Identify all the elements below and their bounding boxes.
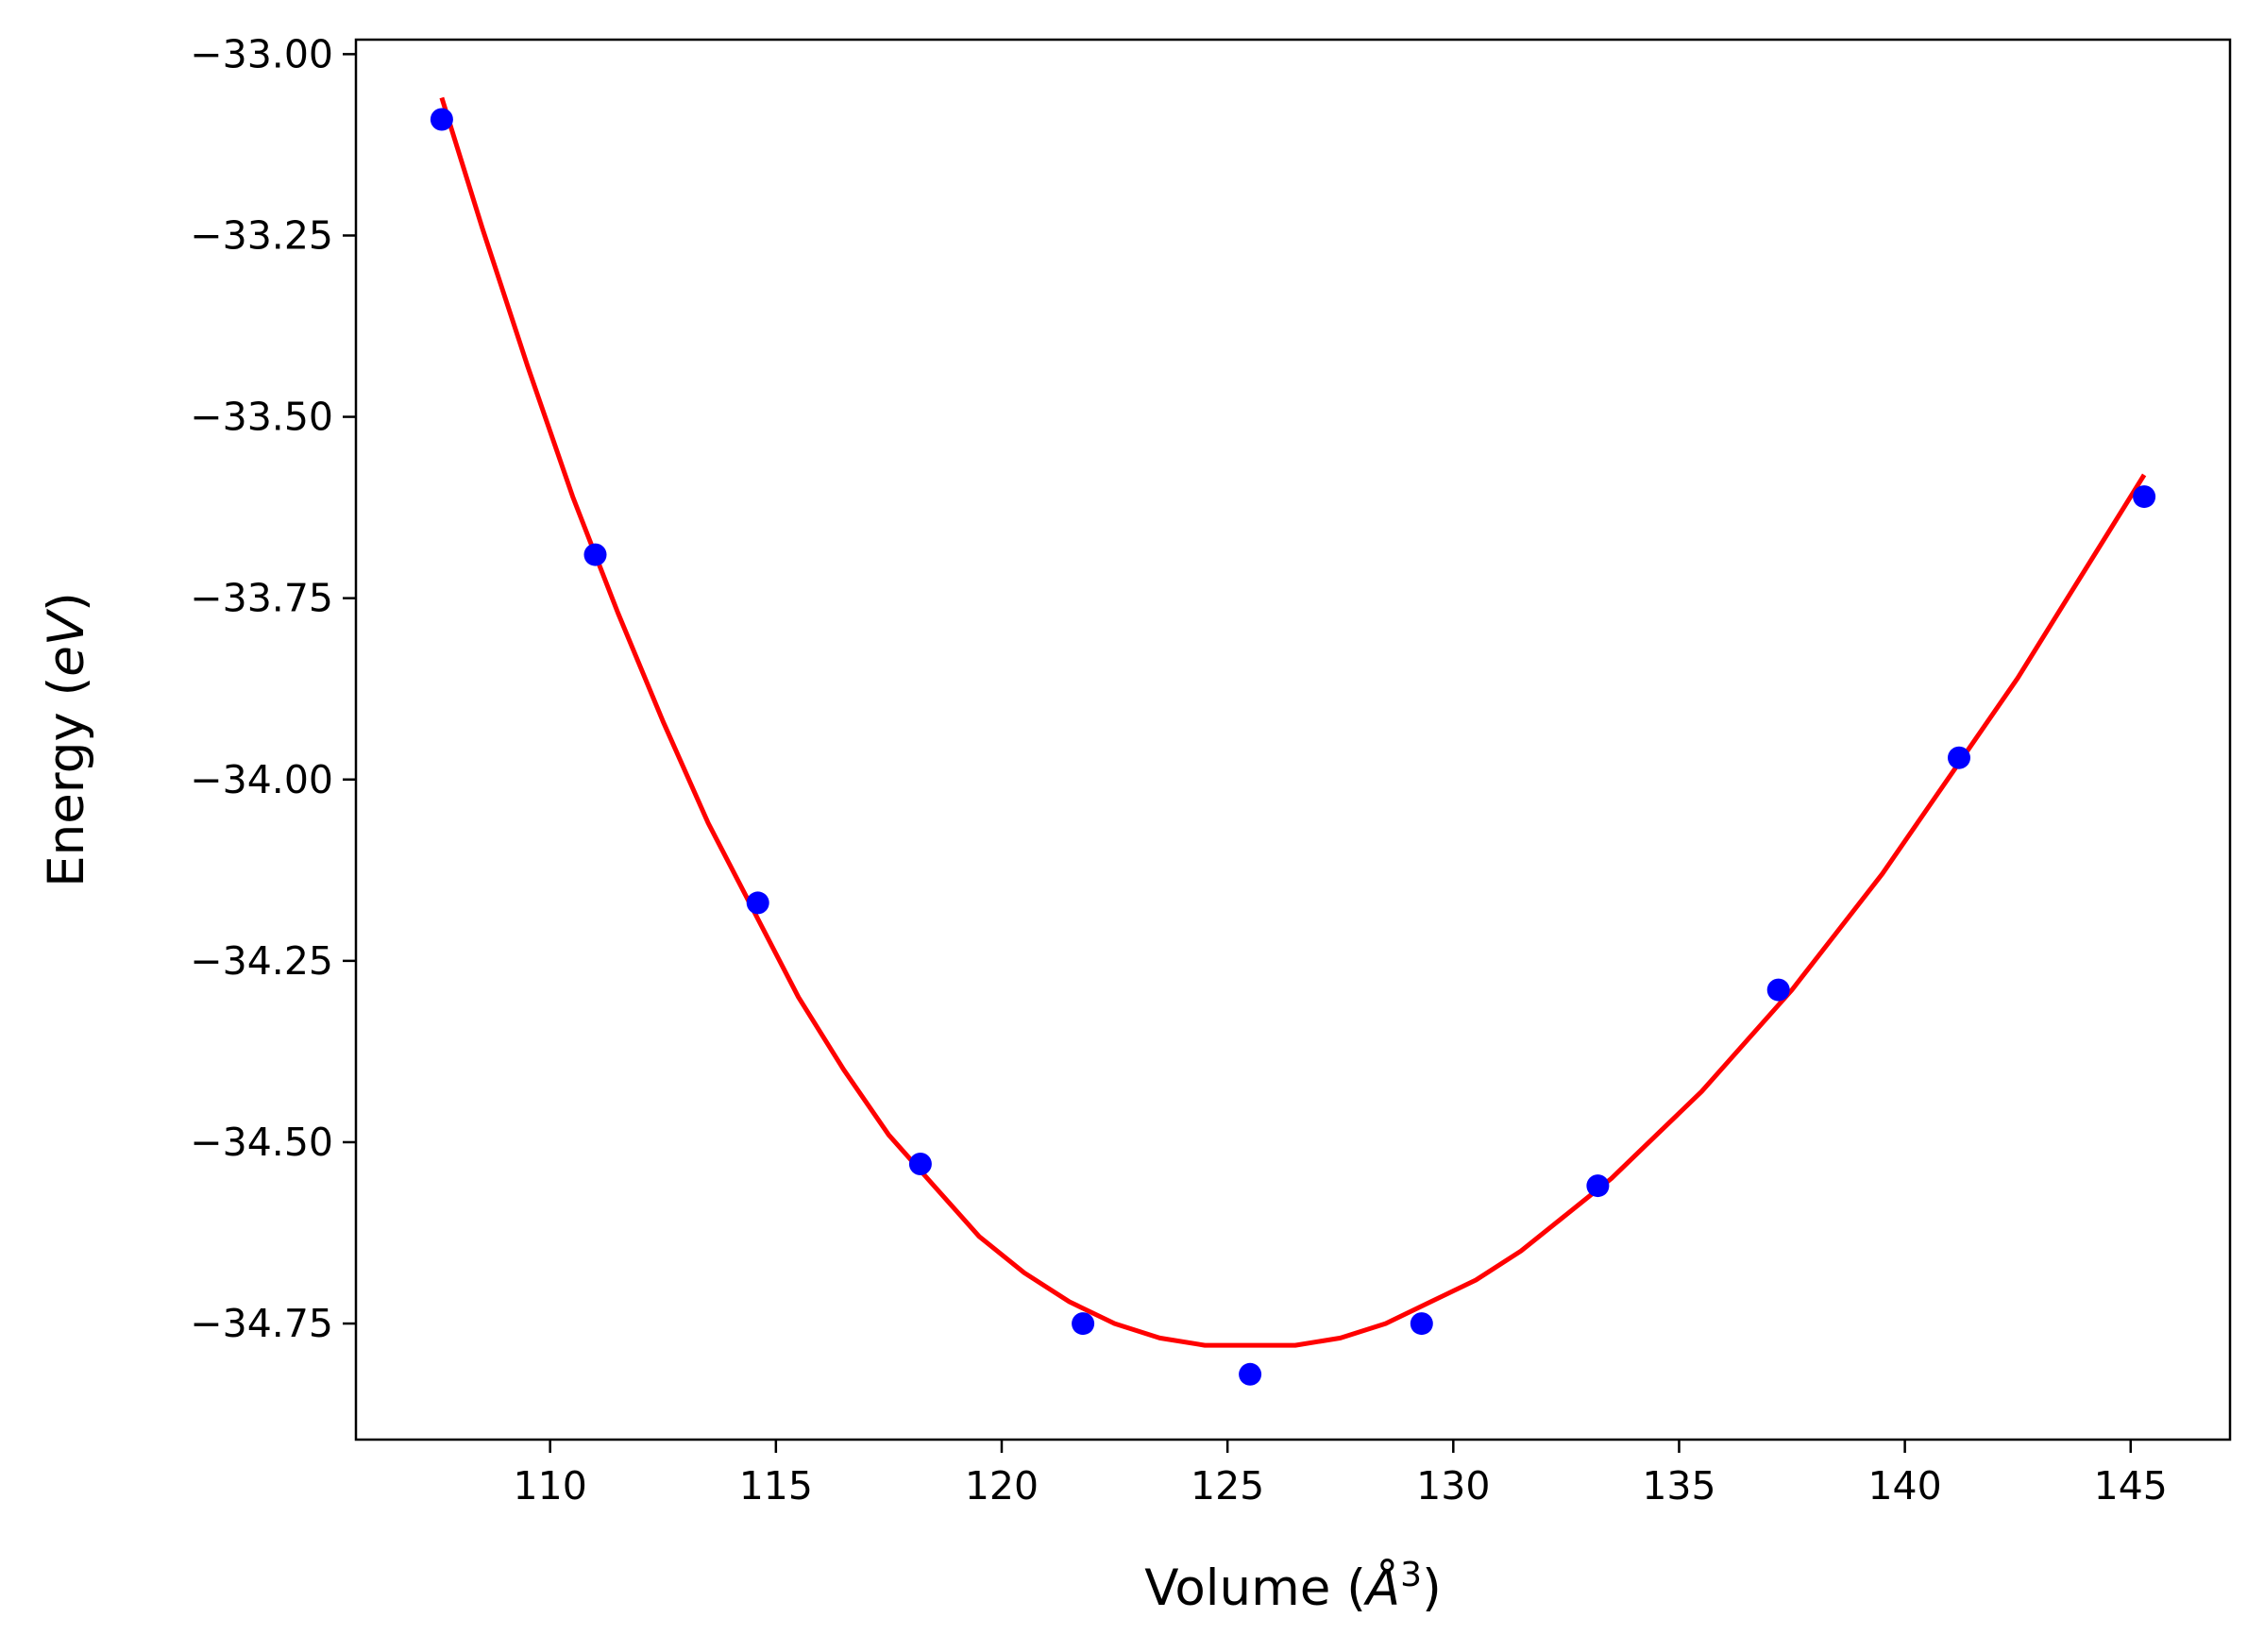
plot-frame — [354, 38, 2232, 1441]
x-axis: 110 115 120 125 130 135 140 145 — [514, 1440, 2168, 1509]
x-tick-label: 120 — [965, 1463, 1039, 1509]
plot-content — [430, 96, 2156, 1386]
x-tick-label: 135 — [1642, 1463, 1715, 1509]
y-tick-label: −33.75 — [190, 576, 333, 621]
data-point — [583, 543, 607, 566]
data-point — [1948, 746, 1970, 769]
y-axis: −33.00 −33.25 −33.50 −33.75 −34.00 −34.25 −34.… — [190, 31, 356, 1346]
y-axis-label-prefix: Energy ( — [38, 677, 95, 887]
x-axis-label: Volume (Å3) — [1144, 1556, 1442, 1617]
y-tick-label: −34.75 — [190, 1301, 333, 1346]
data-point — [1410, 1312, 1433, 1336]
x-axis-label-power: 3 — [1400, 1556, 1422, 1594]
data-point — [430, 108, 453, 131]
data-point — [1766, 978, 1790, 1002]
x-tick-label: 125 — [1191, 1463, 1264, 1509]
x-tick-label: 140 — [1867, 1463, 1941, 1509]
y-axis-label-suffix: ) — [38, 592, 95, 612]
data-point — [1072, 1312, 1095, 1336]
y-tick-label: −33.50 — [190, 395, 333, 440]
x-tick-label: 115 — [739, 1463, 813, 1509]
x-tick-label: 145 — [2094, 1463, 2168, 1509]
x-tick-label: 130 — [1416, 1463, 1490, 1509]
y-axis-label: Energy (eV) — [38, 592, 95, 887]
x-axis-label-suffix: ) — [1422, 1559, 1442, 1617]
y-tick-label: −34.25 — [190, 938, 333, 984]
fit-curve — [439, 96, 2147, 1348]
data-point — [746, 891, 769, 915]
data-point — [1239, 1362, 1262, 1386]
x-tick-label: 110 — [514, 1463, 587, 1509]
data-point — [2133, 485, 2156, 509]
y-tick-label: −34.00 — [190, 757, 333, 802]
x-axis-label-prefix: Volume ( — [1144, 1559, 1366, 1617]
data-point — [908, 1153, 932, 1175]
y-tick-label: −33.00 — [190, 31, 333, 76]
data-point — [1586, 1174, 1610, 1198]
y-tick-label: −33.25 — [190, 212, 333, 258]
y-tick-label: −34.50 — [190, 1120, 333, 1165]
y-axis-label-symbol: eV — [38, 608, 95, 677]
x-axis-label-symbol: Å — [1363, 1557, 1400, 1617]
